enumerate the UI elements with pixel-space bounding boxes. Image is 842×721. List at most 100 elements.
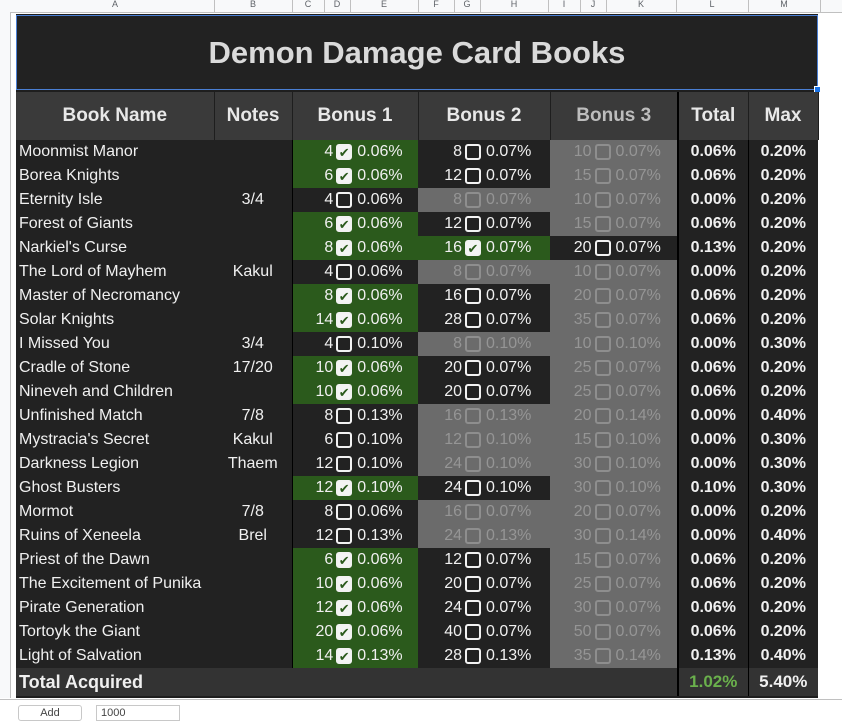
checkbox-icon[interactable] — [594, 528, 611, 544]
checkbox-icon[interactable] — [594, 504, 611, 520]
total-cell[interactable]: 0.06% — [677, 164, 748, 188]
max-cell[interactable]: 0.20% — [747, 500, 818, 524]
notes-cell[interactable]: 7/8 — [214, 500, 292, 524]
total-cell[interactable]: 0.06% — [677, 356, 748, 380]
column-header-a[interactable]: A — [16, 0, 215, 12]
checked-checkbox-icon[interactable]: ✔ — [336, 624, 353, 640]
total-cell[interactable]: 0.00% — [677, 500, 748, 524]
column-header-l[interactable]: L — [676, 0, 749, 12]
checkbox-icon[interactable] — [594, 144, 611, 160]
total-cell[interactable]: 0.00% — [677, 428, 748, 452]
total-acquired-value[interactable]: 1.02% — [677, 668, 748, 696]
checkbox-icon[interactable] — [465, 600, 481, 616]
checked-checkbox-icon[interactable]: ✔ — [336, 552, 353, 568]
column-header-m[interactable]: M — [748, 0, 821, 12]
column-header-c[interactable]: C — [292, 0, 325, 12]
max-cell[interactable]: 0.30% — [747, 332, 818, 356]
checkbox-icon[interactable] — [336, 264, 353, 280]
checkbox-icon[interactable] — [465, 432, 481, 448]
checkbox-icon[interactable] — [594, 240, 611, 256]
notes-cell[interactable]: Brel — [214, 524, 292, 548]
book-name-cell[interactable]: Forest of Giants — [16, 212, 214, 236]
max-cell[interactable]: 0.20% — [747, 188, 818, 212]
book-name-cell[interactable]: Eternity Isle — [16, 188, 214, 212]
total-cell[interactable]: 0.06% — [677, 572, 748, 596]
notes-cell[interactable] — [214, 284, 292, 308]
checkbox-icon[interactable] — [465, 192, 481, 208]
book-name-cell[interactable]: Tortoyk the Giant — [16, 620, 214, 644]
checkbox-icon[interactable] — [336, 504, 353, 520]
checkbox-icon[interactable] — [594, 384, 611, 400]
checkbox-icon[interactable] — [594, 288, 611, 304]
notes-cell[interactable]: Kakul — [214, 428, 292, 452]
book-name-cell[interactable]: Darkness Legion — [16, 452, 214, 476]
book-name-cell[interactable]: Mormot — [16, 500, 214, 524]
checked-checkbox-icon[interactable]: ✔ — [465, 240, 481, 256]
notes-cell[interactable] — [214, 212, 292, 236]
checkbox-icon[interactable] — [465, 384, 481, 400]
checkbox-icon[interactable] — [465, 648, 481, 664]
column-header-i[interactable]: I — [548, 0, 581, 12]
book-name-cell[interactable]: I Missed You — [16, 332, 214, 356]
checked-checkbox-icon[interactable]: ✔ — [336, 216, 353, 232]
checked-checkbox-icon[interactable]: ✔ — [336, 480, 353, 496]
checkbox-icon[interactable] — [594, 600, 611, 616]
total-cell[interactable]: 0.13% — [677, 236, 748, 260]
notes-cell[interactable] — [214, 644, 292, 668]
notes-cell[interactable] — [214, 596, 292, 620]
notes-cell[interactable] — [214, 308, 292, 332]
checked-checkbox-icon[interactable]: ✔ — [336, 144, 353, 160]
max-cell[interactable]: 0.20% — [747, 620, 818, 644]
checkbox-icon[interactable] — [465, 456, 481, 472]
column-header-d[interactable]: D — [324, 0, 351, 12]
max-cell[interactable]: 0.20% — [747, 212, 818, 236]
column-header-g[interactable]: G — [454, 0, 481, 12]
column-header-j[interactable]: J — [580, 0, 607, 12]
checkbox-icon[interactable] — [465, 168, 481, 184]
checked-checkbox-icon[interactable]: ✔ — [336, 240, 353, 256]
checkbox-icon[interactable] — [336, 336, 353, 352]
checkbox-icon[interactable] — [594, 624, 611, 640]
checkbox-icon[interactable] — [465, 264, 481, 280]
checkbox-icon[interactable] — [594, 360, 611, 376]
checked-checkbox-icon[interactable]: ✔ — [336, 312, 353, 328]
add-rows-button[interactable]: Add — [18, 705, 82, 721]
notes-cell[interactable]: 3/4 — [214, 188, 292, 212]
checkbox-icon[interactable] — [465, 408, 481, 424]
checkbox-icon[interactable] — [465, 288, 481, 304]
checked-checkbox-icon[interactable]: ✔ — [336, 168, 353, 184]
notes-cell[interactable] — [214, 140, 292, 164]
total-cell[interactable]: 0.06% — [677, 548, 748, 572]
max-cell[interactable]: 0.20% — [747, 236, 818, 260]
checkbox-icon[interactable] — [594, 312, 611, 328]
total-cell[interactable]: 0.06% — [677, 212, 748, 236]
checkbox-icon[interactable] — [594, 168, 611, 184]
total-cell[interactable]: 0.06% — [677, 380, 748, 404]
checkbox-icon[interactable] — [465, 144, 481, 160]
checkbox-icon[interactable] — [465, 216, 481, 232]
checkbox-icon[interactable] — [336, 408, 353, 424]
notes-cell[interactable] — [214, 620, 292, 644]
notes-cell[interactable] — [214, 548, 292, 572]
notes-cell[interactable]: 7/8 — [214, 404, 292, 428]
max-cell[interactable]: 0.20% — [747, 140, 818, 164]
page-title[interactable]: Demon Damage Card Books — [16, 15, 818, 90]
checkbox-icon[interactable] — [465, 480, 481, 496]
notes-cell[interactable]: 3/4 — [214, 332, 292, 356]
max-cell[interactable]: 0.20% — [747, 380, 818, 404]
checkbox-icon[interactable] — [594, 456, 611, 472]
checkbox-icon[interactable] — [594, 432, 611, 448]
checkbox-icon[interactable] — [465, 360, 481, 376]
book-name-cell[interactable]: Solar Knights — [16, 308, 214, 332]
book-name-cell[interactable]: Unfinished Match — [16, 404, 214, 428]
book-name-cell[interactable]: Borea Knights — [16, 164, 214, 188]
total-cell[interactable]: 0.00% — [677, 452, 748, 476]
notes-cell[interactable] — [214, 164, 292, 188]
max-cell[interactable]: 0.30% — [747, 476, 818, 500]
notes-cell[interactable] — [214, 476, 292, 500]
checkbox-icon[interactable] — [594, 480, 611, 496]
total-cell[interactable]: 0.06% — [677, 620, 748, 644]
column-header-h[interactable]: H — [480, 0, 549, 12]
checkbox-icon[interactable] — [465, 528, 481, 544]
checkbox-icon[interactable] — [594, 576, 611, 592]
